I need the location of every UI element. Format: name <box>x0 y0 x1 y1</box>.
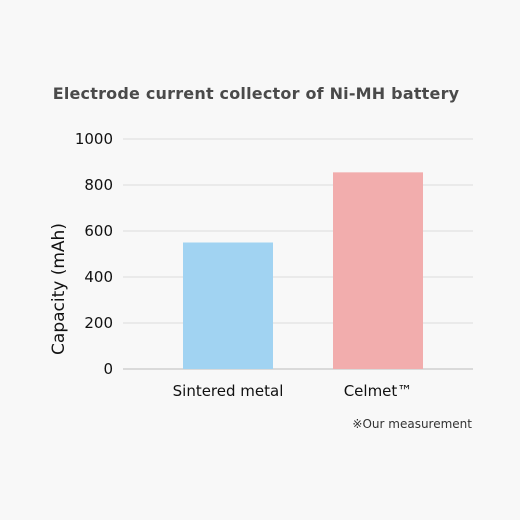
y-axis-title: Capacity (mAh) <box>49 223 69 355</box>
footnote: ※Our measurement <box>352 417 472 431</box>
chart-title: Electrode current collector of Ni-MH bat… <box>52 84 460 103</box>
bar <box>333 172 423 369</box>
y-tick-label: 800 <box>84 176 113 194</box>
x-category-label: Celmet™ <box>344 382 413 400</box>
x-category-label: Sintered metal <box>173 382 284 400</box>
y-tick-label: 600 <box>84 222 113 240</box>
bar <box>183 242 273 369</box>
y-tick-label: 0 <box>103 360 113 378</box>
y-tick-label: 400 <box>84 268 113 286</box>
y-tick-label: 200 <box>84 314 113 332</box>
y-tick-label: 1000 <box>75 130 113 148</box>
